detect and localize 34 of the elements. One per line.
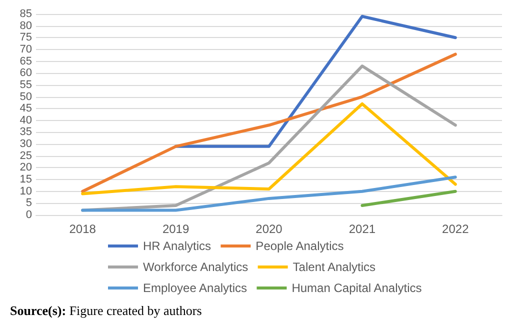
- line-series: [81, 176, 457, 212]
- y-tick-label: 15: [20, 174, 32, 186]
- y-tick-label: 75: [20, 32, 32, 44]
- source-note: Source(s): Figure created by authors: [10, 303, 202, 318]
- legend-label: Workforce Analytics: [143, 260, 248, 274]
- y-tick-label: 50: [20, 90, 32, 103]
- y-tick-label: 40: [20, 114, 32, 126]
- y-tick-label: 45: [20, 102, 32, 115]
- y-tick-label: 20: [20, 162, 32, 174]
- y-tick-label: 65: [20, 55, 32, 68]
- y-tick-label: 25: [20, 150, 32, 162]
- y-tick-label: 80: [20, 20, 32, 32]
- y-tick-label: 60: [20, 67, 32, 80]
- legend-label: Human Capital Analytics: [292, 281, 422, 295]
- x-tick-label: 2019: [162, 222, 190, 236]
- line-series: [81, 52, 457, 193]
- y-tick-label: 85: [20, 8, 32, 20]
- line-series: [81, 102, 457, 196]
- line-series: [81, 64, 457, 212]
- y-tick-label: 5: [26, 197, 32, 210]
- legend-label: Talent Analytics: [292, 260, 376, 274]
- x-tick-label: 2022: [442, 222, 470, 236]
- y-tick-label: 70: [20, 43, 32, 56]
- y-tick-label: 10: [20, 185, 32, 198]
- x-tick-label: 2021: [348, 222, 376, 236]
- legend-label: Employee Analytics: [143, 281, 248, 295]
- y-tick-label: 35: [20, 126, 32, 138]
- legend-label: People Analytics: [256, 239, 344, 253]
- legend-label: HR Analytics: [143, 239, 212, 253]
- y-tick-label: 0: [26, 209, 32, 221]
- x-tick-label: 2018: [69, 222, 96, 236]
- x-tick-label: 2020: [256, 222, 283, 236]
- y-tick-label: 55: [20, 78, 32, 91]
- y-tick-label: 30: [20, 138, 32, 150]
